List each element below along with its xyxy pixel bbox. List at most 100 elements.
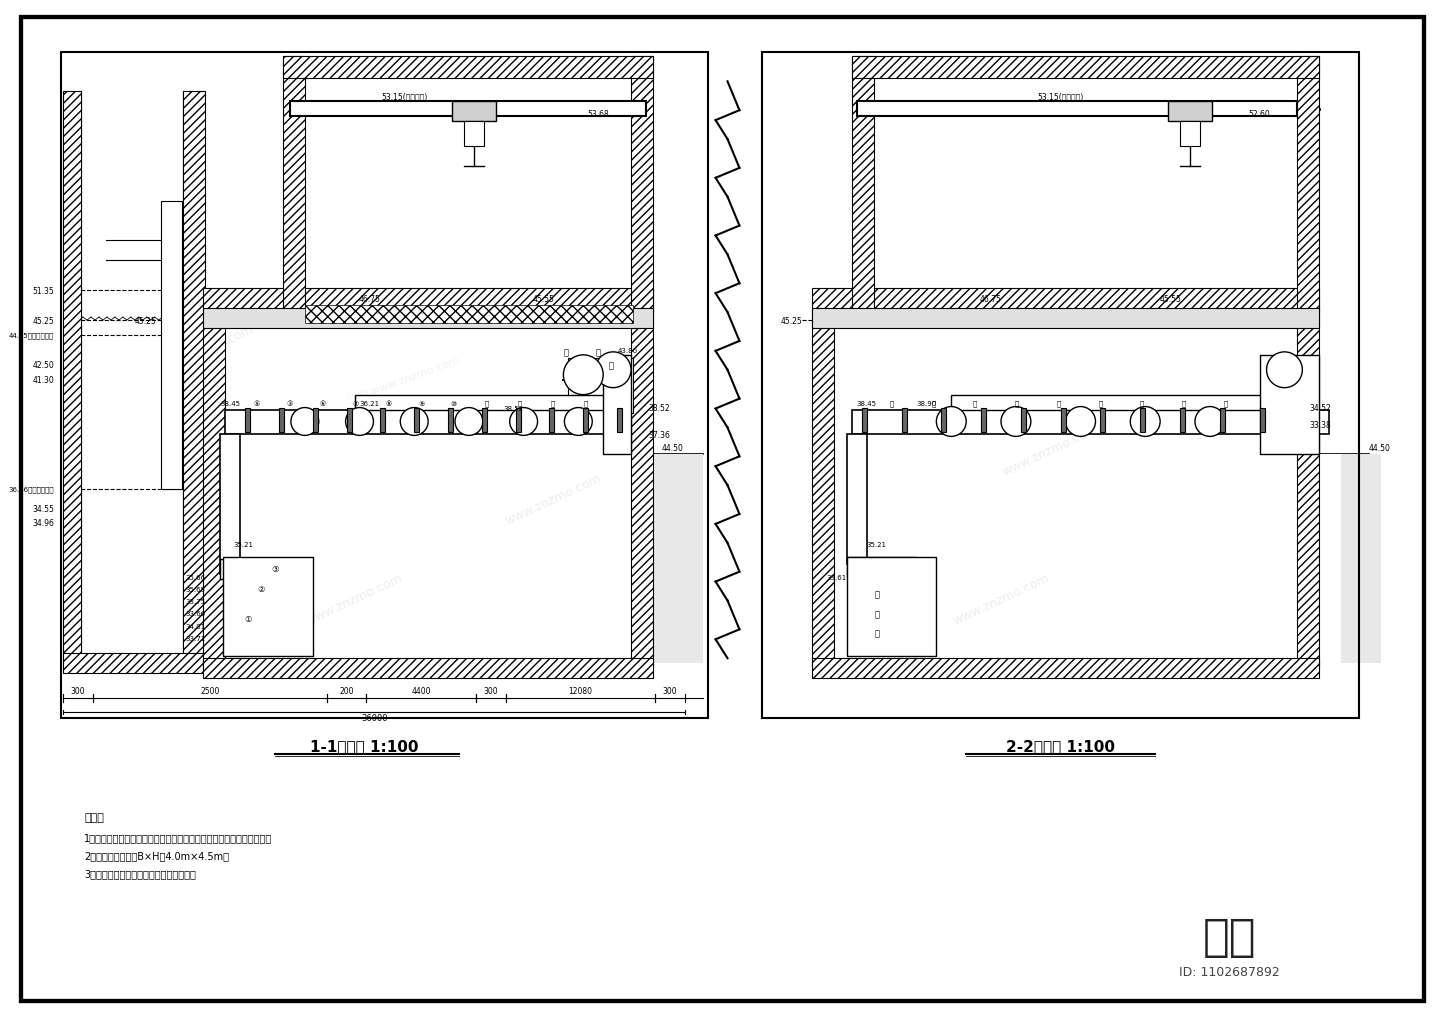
Bar [847, 557, 936, 656]
Text: 51.35: 51.35 [33, 286, 55, 296]
Circle shape [1066, 408, 1096, 437]
Text: ②: ② [258, 585, 265, 593]
Bar [448, 409, 454, 433]
Bar [901, 409, 907, 433]
Text: ⑮: ⑮ [874, 629, 880, 638]
Circle shape [936, 408, 966, 437]
Bar [516, 409, 521, 433]
Bar [1061, 409, 1066, 433]
Bar [245, 409, 251, 433]
Bar [289, 102, 647, 117]
Circle shape [455, 409, 482, 436]
Text: 34.96: 34.96 [32, 519, 55, 528]
Text: 38.52: 38.52 [648, 404, 670, 413]
Bar [354, 395, 624, 410]
Text: ⑭: ⑭ [564, 348, 569, 357]
Text: ⑨: ⑨ [418, 400, 425, 407]
Text: ⑩: ⑩ [451, 400, 456, 407]
Bar [63, 653, 206, 674]
Bar [161, 202, 183, 489]
Bar [312, 409, 318, 433]
Text: 2500: 2500 [200, 686, 219, 695]
Bar [847, 557, 916, 577]
Text: 知末网 www.znzmo.com: 知末网 www.znzmo.com [347, 356, 461, 405]
Text: ㉕: ㉕ [1015, 399, 1020, 407]
Bar [1297, 57, 1319, 313]
Bar [603, 356, 631, 454]
Text: 知末网 www.znzmo.com: 知末网 www.znzmo.com [99, 475, 212, 524]
Text: 33.71: 33.71 [186, 636, 206, 642]
Text: 35.21: 35.21 [233, 541, 253, 547]
Text: ⑬: ⑬ [550, 399, 554, 407]
Text: ⑯: ⑯ [874, 589, 880, 598]
Text: 知末: 知末 [1202, 915, 1257, 958]
Bar [852, 57, 874, 313]
Text: ⑳: ⑳ [1224, 399, 1228, 407]
Circle shape [564, 409, 592, 436]
Text: 35.65: 35.65 [186, 586, 206, 592]
Bar [652, 454, 703, 663]
Bar [1021, 409, 1025, 433]
Bar [482, 409, 487, 433]
Text: ⑤: ⑤ [253, 400, 261, 407]
Text: ID: 1102687892: ID: 1102687892 [1179, 965, 1280, 978]
Text: ⑥: ⑥ [320, 400, 325, 407]
Text: 36000: 36000 [361, 713, 387, 722]
Bar [618, 409, 622, 433]
Bar [1168, 102, 1212, 122]
Text: 33.66: 33.66 [186, 610, 206, 616]
Text: 300: 300 [484, 686, 498, 695]
Bar [203, 311, 225, 668]
Bar [279, 409, 284, 433]
Text: 53.15(行车梁底): 53.15(行车梁底) [382, 93, 428, 102]
Bar [583, 409, 589, 433]
Circle shape [595, 353, 631, 388]
Text: ⑫: ⑫ [596, 348, 600, 357]
Bar [952, 395, 1305, 410]
Text: www.znzmo.com: www.znzmo.com [1100, 173, 1201, 229]
Text: 53.68: 53.68 [588, 110, 609, 118]
Text: 44.50: 44.50 [1369, 443, 1391, 452]
Text: ⑬: ⑬ [609, 361, 613, 370]
Bar [63, 92, 81, 658]
Bar [857, 102, 1297, 117]
Text: 38.52: 38.52 [504, 406, 524, 411]
Text: ③: ③ [271, 565, 279, 574]
Bar [347, 409, 351, 433]
Text: 45.25: 45.25 [780, 316, 802, 325]
Bar [852, 410, 1329, 435]
Bar [812, 309, 1319, 329]
Text: www.znzmo.com: www.znzmo.com [156, 323, 255, 378]
Circle shape [1195, 408, 1225, 437]
Text: ㉑: ㉑ [1182, 399, 1187, 407]
Bar [631, 454, 703, 653]
Text: 36.46（最低水位）: 36.46（最低水位） [9, 486, 55, 493]
Bar [183, 92, 206, 658]
Bar [282, 57, 652, 79]
Bar [631, 57, 652, 313]
Bar [220, 559, 289, 579]
Text: www.znzmo.com: www.znzmo.com [304, 571, 405, 627]
Circle shape [563, 356, 603, 395]
Text: 35.21: 35.21 [867, 541, 887, 547]
Bar [1179, 122, 1200, 147]
Text: 300: 300 [71, 686, 85, 695]
Bar [1140, 409, 1145, 433]
Bar [223, 557, 312, 656]
Bar [852, 57, 1319, 79]
Bar [812, 289, 1319, 311]
Bar [305, 79, 631, 289]
Bar [1341, 454, 1381, 663]
Text: 36.21: 36.21 [360, 400, 380, 407]
Circle shape [291, 409, 318, 436]
Text: ⑫: ⑫ [517, 399, 521, 407]
Bar [847, 435, 867, 565]
Text: 1-1剖面图 1:100: 1-1剖面图 1:100 [310, 739, 419, 753]
Text: 33.61: 33.61 [827, 574, 847, 580]
Text: 2-2剖面图 1:100: 2-2剖面图 1:100 [1007, 739, 1115, 753]
Text: 33.38: 33.38 [1309, 421, 1331, 430]
Text: 52.60: 52.60 [1248, 110, 1270, 118]
Text: ⑪: ⑪ [485, 399, 490, 407]
Text: 45.25: 45.25 [135, 316, 157, 325]
Text: www.znzmo.com: www.znzmo.com [1001, 422, 1102, 478]
